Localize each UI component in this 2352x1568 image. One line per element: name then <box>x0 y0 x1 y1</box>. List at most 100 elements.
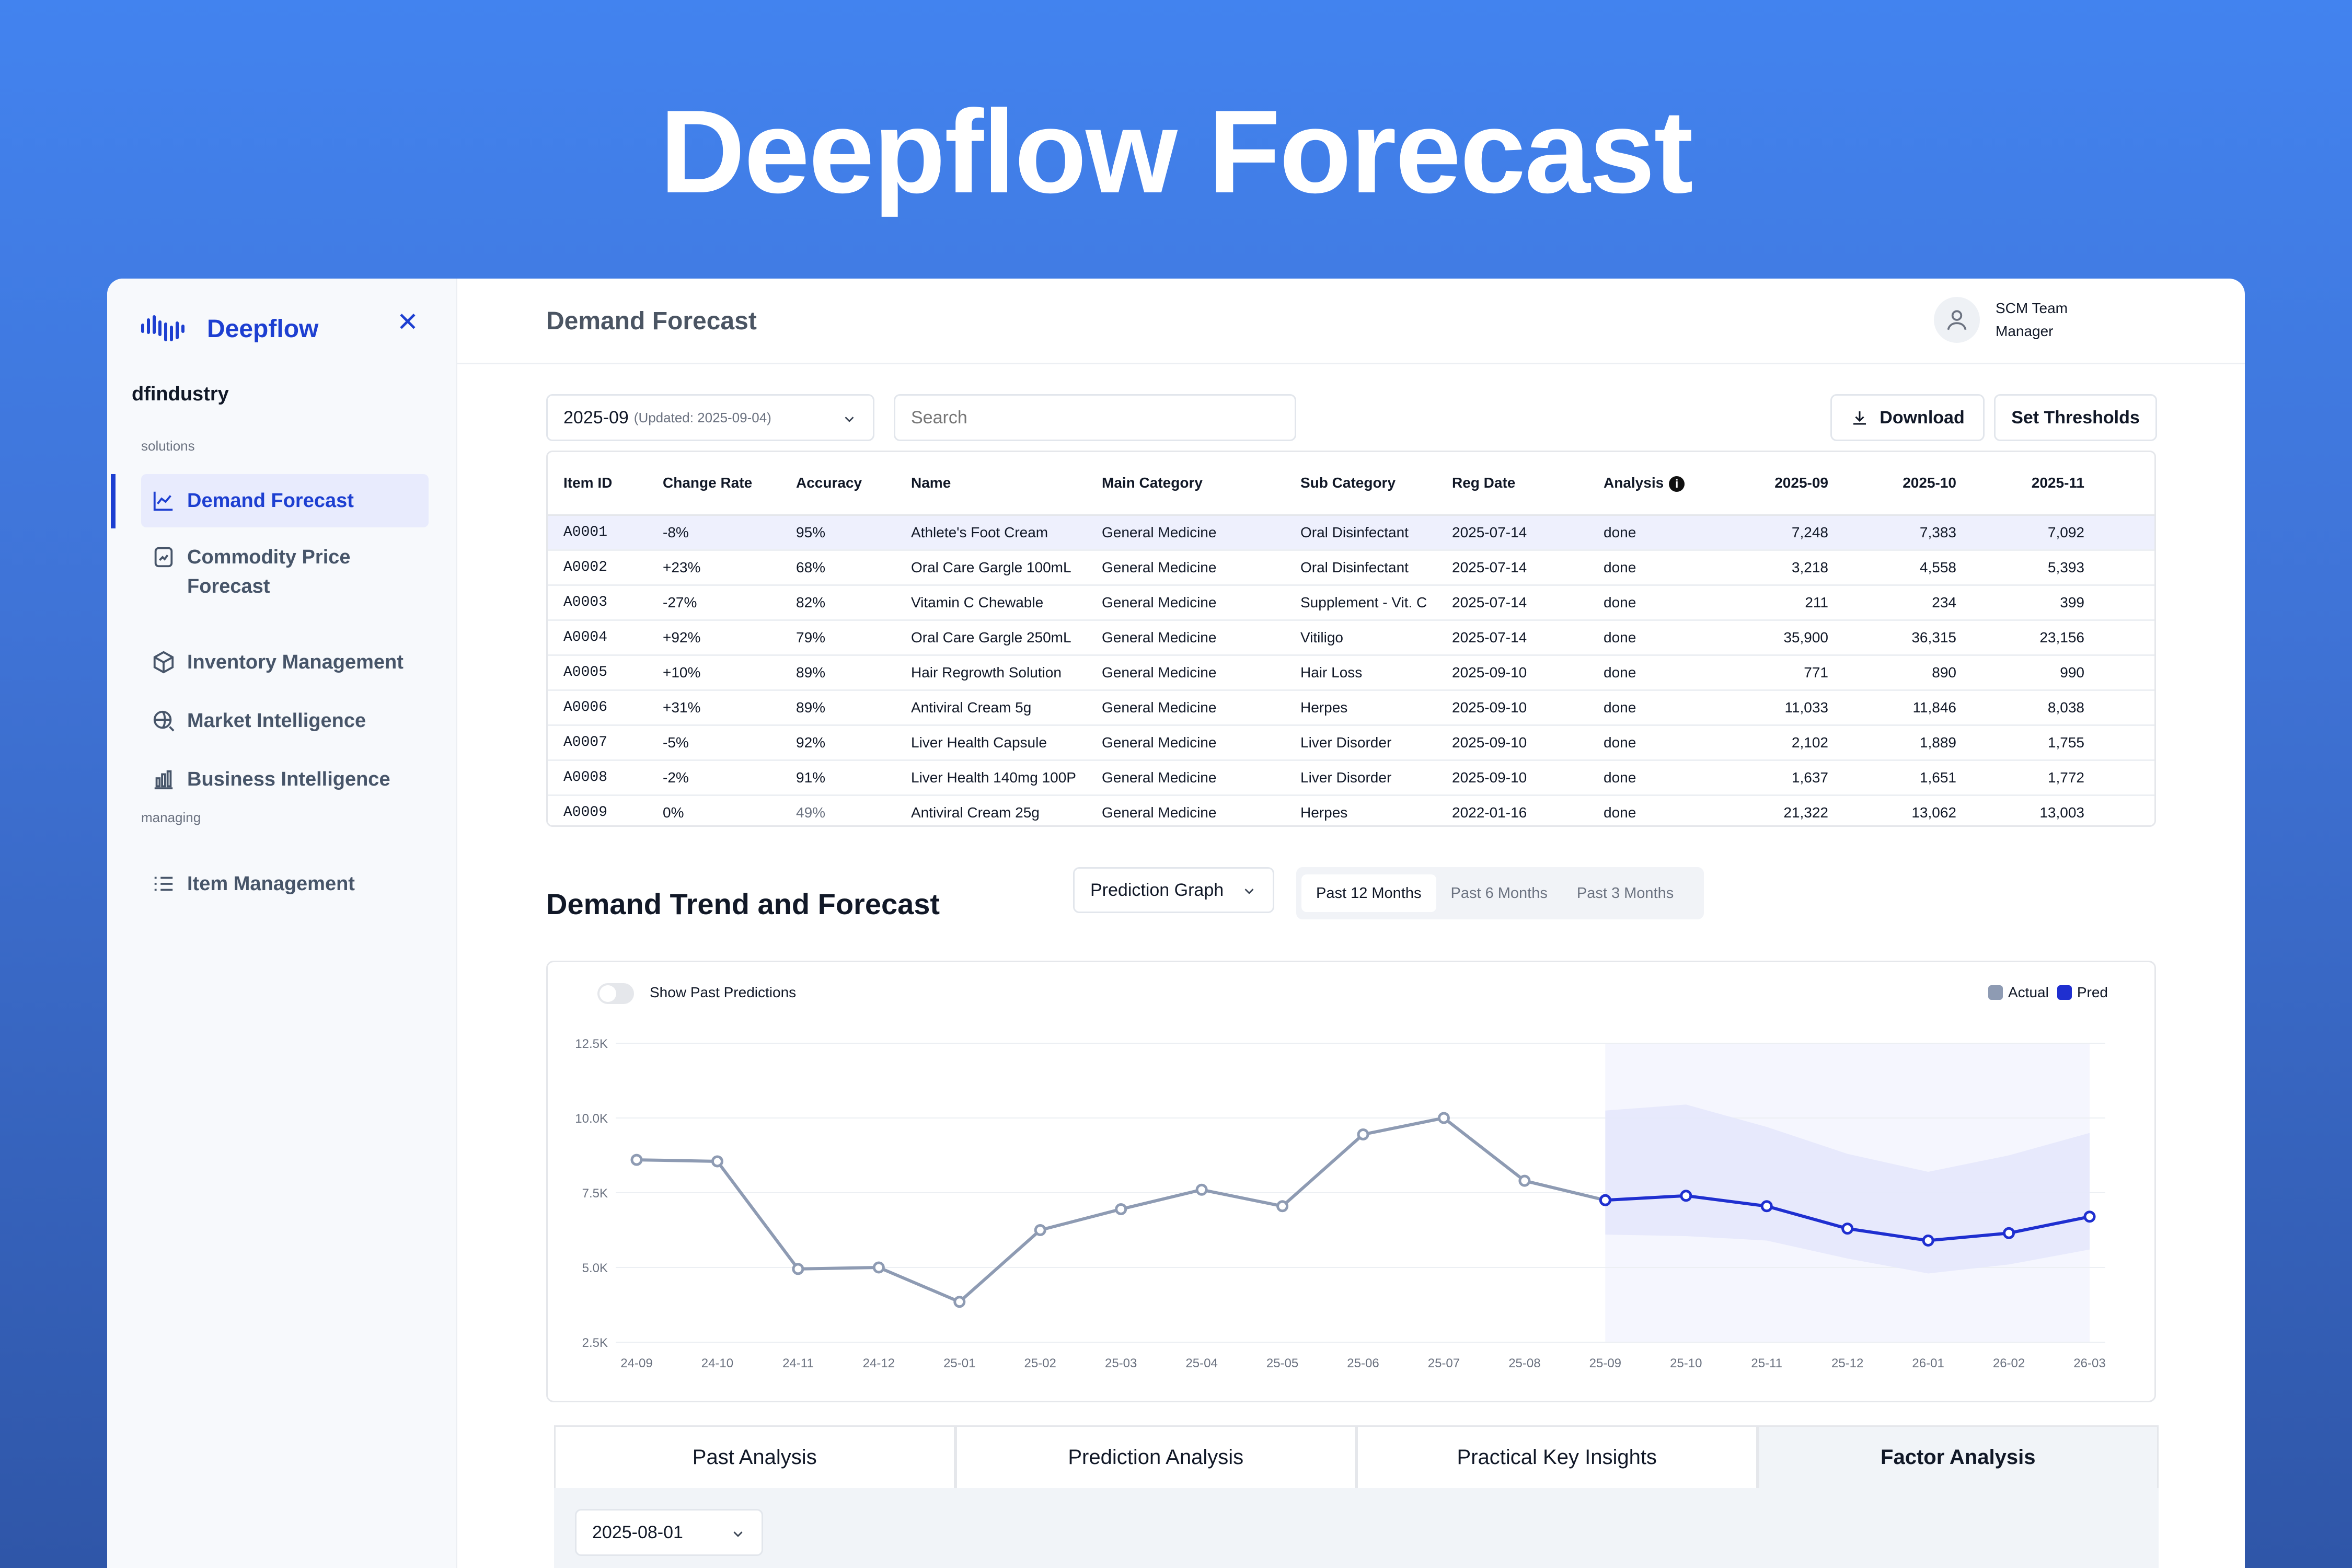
table-cell: Supplement - Vit. C <box>1285 585 1436 621</box>
column-header[interactable]: 2025-11 <box>1977 452 2105 516</box>
data-point-actual <box>1034 1224 1046 1236</box>
download-button[interactable]: Download <box>1830 394 1985 441</box>
column-header[interactable]: 2025-09 <box>1719 452 1849 516</box>
table-row[interactable]: A0009 0% 49% Antiviral Cream 25g General Med… <box>548 795 2154 825</box>
column-header[interactable]: Change Rate <box>647 452 780 516</box>
sidebar-item-item-management[interactable]: Item Management <box>141 869 429 898</box>
tab-practical-key-insights[interactable]: Practical Key Insights <box>1356 1425 1758 1488</box>
show-past-predictions-toggle[interactable] <box>597 983 634 1004</box>
range-tab-6m[interactable]: Past 6 Months <box>1450 885 1548 902</box>
table-cell: 49% <box>780 795 895 825</box>
column-header[interactable]: Analysis i <box>1588 452 1719 516</box>
table-cell: +10% <box>647 655 780 691</box>
line-chart: 12.5K 10.0K 7.5K 5.0K 2.5K 24-09 24-10 24-11 24-… <box>575 1037 2105 1370</box>
data-point-actual <box>1437 1112 1450 1124</box>
sidebar-item-label: Market Intelligence <box>187 710 366 732</box>
table-cell: Antiviral Cream 5g <box>895 690 1086 726</box>
sidebar-item-demand-forecast[interactable]: Demand Forecast <box>141 474 429 527</box>
table-cell: Vitamin C Chewable <box>895 585 1086 621</box>
y-tick-label: 2.5K <box>582 1336 608 1350</box>
close-icon[interactable]: ✕ <box>397 307 419 337</box>
column-header[interactable]: 202 <box>2105 452 2154 516</box>
column-header[interactable]: Name <box>895 452 1086 516</box>
sidebar-item-commodity-price-forecast[interactable]: Commodity Price Forecast <box>141 543 429 601</box>
table-cell: A0004 <box>548 620 647 656</box>
table-row[interactable]: A0004 +92% 79% Oral Care Gargle 250mL Genera… <box>548 620 2154 656</box>
table-cell <box>2105 760 2154 796</box>
table-cell: done <box>1588 795 1719 825</box>
data-point-pred <box>1841 1223 1854 1235</box>
tab-factor-analysis[interactable]: Factor Analysis <box>1757 1425 2159 1488</box>
chevron-down-icon <box>845 417 854 422</box>
range-tab-12m[interactable]: Past 12 Months <box>1301 874 1436 912</box>
table-row[interactable]: A0008 -2% 91% Liver Health 140mg 100P Genera… <box>548 760 2154 796</box>
table-cell: 7,248 <box>1719 515 1849 551</box>
download-label: Download <box>1880 407 1965 428</box>
column-header[interactable]: Main Category <box>1086 452 1285 516</box>
sidebar-item-inventory-management[interactable]: Inventory Management <box>141 648 429 677</box>
table-cell: 2025-07-14 <box>1436 550 1588 586</box>
table-row[interactable]: A0001 -8% 95% Athlete's Foot Cream General M… <box>548 515 2154 551</box>
x-tick-label: 25-06 <box>1347 1356 1379 1370</box>
data-point-actual <box>1195 1183 1208 1196</box>
tab-prediction-analysis[interactable]: Prediction Analysis <box>955 1425 1356 1488</box>
table-cell <box>2105 725 2154 761</box>
table-cell: A0009 <box>548 795 647 825</box>
table-cell: ( <box>2105 515 2154 551</box>
set-thresholds-button[interactable]: Set Thresholds <box>1994 394 2157 441</box>
factor-analysis-panel: 2025-08-01 <box>554 1488 2159 1568</box>
column-header[interactable]: Reg Date <box>1436 452 1588 516</box>
graph-type-select[interactable]: Prediction Graph <box>1073 867 1274 913</box>
table-cell: Oral Disinfectant <box>1285 550 1436 586</box>
trend-chart: Show Past Predictions Actual Pred 12.5K 1… <box>546 961 2156 1402</box>
globe-search-icon <box>153 710 175 732</box>
table-cell: General Medicine <box>1086 760 1285 796</box>
search-input[interactable] <box>894 394 1296 441</box>
data-point-actual <box>1276 1200 1289 1213</box>
table-row[interactable]: A0005 +10% 89% Hair Regrowth Solution Genera… <box>548 655 2154 691</box>
table-cell: +92% <box>647 620 780 656</box>
chevron-down-icon <box>733 1531 743 1537</box>
sidebar-item-market-intelligence[interactable]: Market Intelligence <box>141 706 429 735</box>
table-row[interactable]: A0006 +31% 89% Antiviral Cream 5g General Me… <box>548 690 2154 726</box>
table-row[interactable]: A0007 -5% 92% Liver Health Capsule General M… <box>548 725 2154 761</box>
x-tick-label: 25-01 <box>943 1356 975 1370</box>
table-row[interactable]: A0003 -27% 82% Vitamin C Chewable General Me… <box>548 585 2154 621</box>
table-cell: 1 <box>2105 795 2154 825</box>
data-point-pred <box>2003 1227 2015 1239</box>
range-tab-3m[interactable]: Past 3 Months <box>1576 885 1674 902</box>
table-cell: 89% <box>780 690 895 726</box>
table-body: A0001 -8% 95% Athlete's Foot Cream General M… <box>548 515 2154 825</box>
legend-label-actual: Actual <box>2008 984 2049 1000</box>
price-receipt-icon <box>154 547 173 568</box>
column-header[interactable]: 2025-10 <box>1849 452 1977 516</box>
x-tick-label: 25-11 <box>1751 1356 1782 1370</box>
column-header[interactable]: Sub Category <box>1285 452 1436 516</box>
analysis-date-value: 2025-08-01 <box>592 1522 683 1542</box>
sidebar-item-business-intelligence[interactable]: Business Intelligence <box>141 765 429 794</box>
x-tick-label: 25-02 <box>1024 1356 1056 1370</box>
period-select[interactable]: 2025-09 (Updated: 2025-09-04) <box>546 394 874 441</box>
table-cell: 211 <box>1719 585 1849 621</box>
table-cell: done <box>1588 655 1719 691</box>
graph-type-value: Prediction Graph <box>1090 880 1224 900</box>
table-cell: 234 <box>1849 585 1977 621</box>
column-header[interactable]: Accuracy <box>780 452 895 516</box>
brand-logo[interactable]: Deepflow <box>141 313 318 344</box>
sidebar-item-label: Item Management <box>187 873 355 895</box>
x-tick-label: 25-05 <box>1266 1356 1298 1370</box>
info-icon[interactable]: i <box>1669 476 1685 492</box>
line-chart-icon <box>153 491 173 511</box>
tab-past-analysis[interactable]: Past Analysis <box>554 1425 955 1488</box>
data-point-pred <box>1760 1200 1773 1213</box>
table-cell: Athlete's Foot Cream <box>895 515 1086 551</box>
table-cell: Hair Loss <box>1285 655 1436 691</box>
analysis-date-select[interactable]: 2025-08-01 <box>575 1509 763 1556</box>
user-profile[interactable]: SCM Team Manager <box>1934 297 2068 343</box>
table-cell: 2025-09-10 <box>1436 655 1588 691</box>
table-row[interactable]: A0002 +23% 68% Oral Care Gargle 100mL Genera… <box>548 550 2154 586</box>
x-tick-label: 24-09 <box>620 1356 652 1370</box>
column-header[interactable]: Item ID <box>548 452 647 516</box>
table-cell: 2025-07-14 <box>1436 620 1588 656</box>
table-cell: Liver Disorder <box>1285 760 1436 796</box>
